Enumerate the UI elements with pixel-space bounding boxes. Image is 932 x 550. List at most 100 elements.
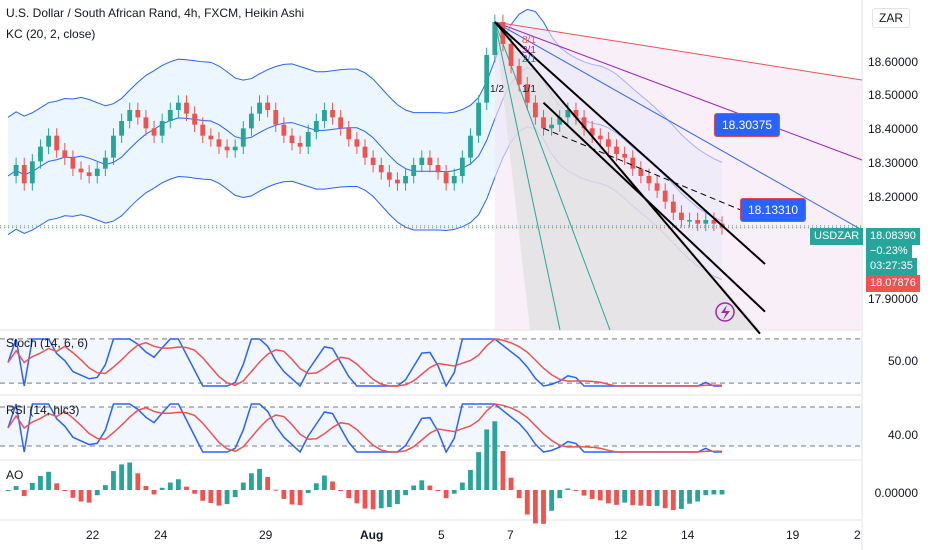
ao-bar xyxy=(13,486,19,490)
ao-bar xyxy=(695,490,701,502)
candle xyxy=(200,124,206,136)
currency-selector[interactable]: ZAR xyxy=(872,8,910,28)
osc-band xyxy=(0,338,862,384)
candle xyxy=(151,128,157,136)
candle xyxy=(459,157,465,176)
candle xyxy=(411,165,417,176)
ao-bar xyxy=(468,469,473,490)
change-tag: −0.23% xyxy=(866,243,912,260)
ao-bar xyxy=(86,490,92,503)
ao-bar xyxy=(38,475,43,490)
callout-upper[interactable]: 18.30375 xyxy=(714,113,781,137)
candle xyxy=(654,183,660,191)
ao-bar xyxy=(435,490,441,491)
candle xyxy=(94,168,100,176)
candle xyxy=(492,22,498,55)
ao-bar xyxy=(175,479,181,490)
candle xyxy=(638,168,644,176)
ao-bar xyxy=(5,490,11,491)
candle xyxy=(378,165,384,173)
candle xyxy=(216,139,222,147)
candle xyxy=(184,102,189,114)
ao-bar xyxy=(516,490,522,499)
ao-bar xyxy=(216,490,222,506)
candle xyxy=(330,110,335,118)
candle xyxy=(508,44,514,66)
candle xyxy=(679,212,684,220)
ao-bar xyxy=(679,490,684,509)
x-tick: Aug xyxy=(360,528,384,542)
candle xyxy=(46,135,51,147)
candle xyxy=(597,135,603,140)
ao-bar xyxy=(687,490,692,504)
candle xyxy=(443,172,449,184)
fan-line xyxy=(494,21,561,331)
x-tick: 12 xyxy=(614,528,628,542)
symbol-tag[interactable]: USDZAR xyxy=(810,228,864,245)
fib-label: 1/2 xyxy=(490,84,504,95)
candle xyxy=(687,220,692,222)
candle xyxy=(338,117,344,129)
price-label: 17.90000 xyxy=(867,292,918,306)
ao-bar xyxy=(297,490,303,506)
ao-bar xyxy=(346,490,352,499)
ao-bar xyxy=(135,473,141,490)
candle xyxy=(175,102,181,110)
ao-bar xyxy=(532,490,538,524)
ao-bar xyxy=(451,490,457,494)
callout-lower[interactable]: 18.13310 xyxy=(740,198,807,222)
candle xyxy=(395,179,400,184)
ao-bar xyxy=(54,483,60,490)
ao-bar xyxy=(549,490,555,511)
indicator-label: KC (20, 2, close) xyxy=(6,27,96,41)
rsi-pane xyxy=(0,403,862,454)
fib-label: 1/1 xyxy=(522,84,536,95)
ao-bar xyxy=(492,421,498,490)
ao-bar xyxy=(313,483,319,490)
candle xyxy=(606,139,611,147)
candle xyxy=(240,128,246,147)
ao-bar xyxy=(484,429,490,490)
ao-bar xyxy=(362,490,368,509)
candle xyxy=(630,157,636,169)
candle xyxy=(13,165,19,176)
ao-bar xyxy=(403,490,408,496)
candle xyxy=(370,157,376,165)
ao-bar xyxy=(354,490,360,504)
ao-bar xyxy=(192,490,198,494)
candle xyxy=(38,146,43,162)
rsi-line xyxy=(7,403,722,454)
ao-bar xyxy=(711,490,717,495)
flash-icon[interactable] xyxy=(715,302,735,322)
ao-bar xyxy=(257,468,262,490)
candle xyxy=(127,110,133,121)
candle xyxy=(573,110,579,118)
candle xyxy=(695,220,701,224)
ao-bar xyxy=(29,482,35,490)
ao-bar xyxy=(508,477,514,490)
ao-bar xyxy=(143,485,149,490)
stoch-k-line xyxy=(7,338,722,388)
candle xyxy=(419,157,425,165)
candle xyxy=(427,157,433,165)
ao-bar xyxy=(378,490,384,509)
price-label: 18.40000 xyxy=(867,122,918,136)
ao-bar xyxy=(662,490,668,509)
ao-bar xyxy=(703,490,709,496)
ao-bar xyxy=(21,490,27,497)
ao-bar xyxy=(70,490,76,498)
price-label: 18.20000 xyxy=(867,190,918,204)
channel-line xyxy=(494,21,766,265)
ao-bar xyxy=(589,490,595,499)
ao-bar xyxy=(338,490,344,491)
ao-bar xyxy=(670,490,676,511)
ao-bar xyxy=(94,490,100,496)
candle xyxy=(451,176,457,184)
fib-label: 8/1 xyxy=(522,35,536,46)
ao-bar xyxy=(151,490,157,495)
candle xyxy=(54,135,60,151)
ao-bar xyxy=(419,480,425,490)
ao-bar xyxy=(62,490,68,491)
